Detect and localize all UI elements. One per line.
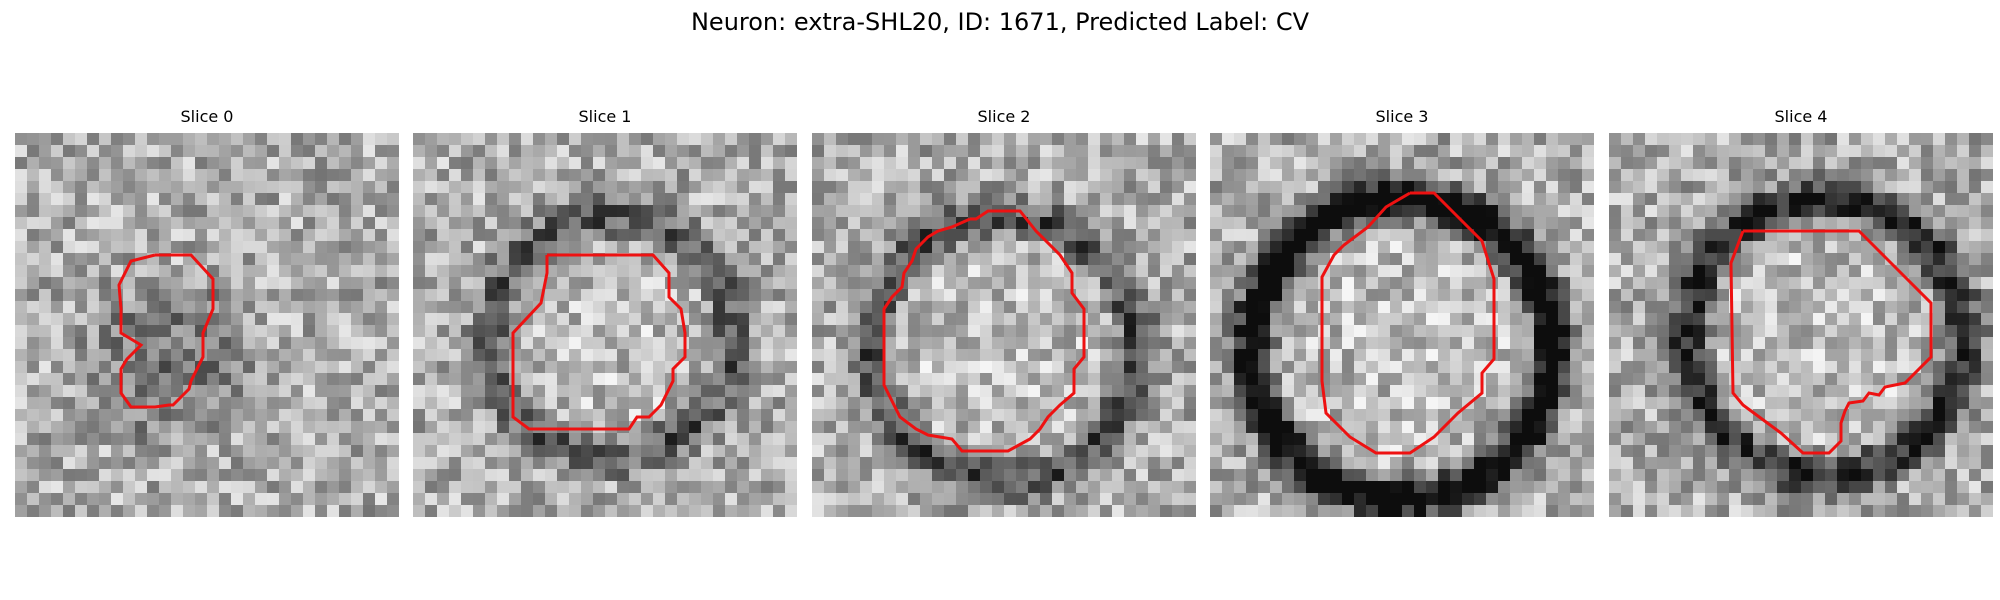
contour-overlay [882,209,1086,453]
slice-image-0 [15,133,399,517]
grayscale-image [812,133,1196,517]
slice-panel-2: Slice 2 [812,105,1196,517]
slice-image-4 [1609,133,1993,517]
contour-overlay [1320,191,1496,455]
segmentation-contour [882,209,1086,453]
slice-title: Slice 3 [1375,107,1429,126]
contour-overlay [117,253,215,409]
figure-title: Neuron: extra-SHL20, ID: 1671, Predicted… [690,8,1310,36]
slice-title: Slice 0 [180,107,234,126]
slice-title: Slice 1 [578,107,632,126]
slice-panel-0: Slice 0 [15,105,399,517]
contour-overlay [1729,229,1933,455]
segmentation-contour [1320,191,1496,455]
contour-overlay [511,253,687,431]
slice-image-2 [812,133,1196,517]
slice-title: Slice 2 [977,107,1031,126]
slice-panel-1: Slice 1 [413,105,797,517]
slice-panel-4: Slice 4 [1609,105,1993,517]
slice-image-3 [1210,133,1594,517]
slice-title: Slice 4 [1774,107,1828,126]
grayscale-image [413,133,797,517]
segmentation-contour [511,253,687,431]
segmentation-contour [117,253,215,409]
slice-image-1 [413,133,797,517]
slice-panel-3: Slice 3 [1210,105,1594,517]
segmentation-contour [1729,229,1933,455]
